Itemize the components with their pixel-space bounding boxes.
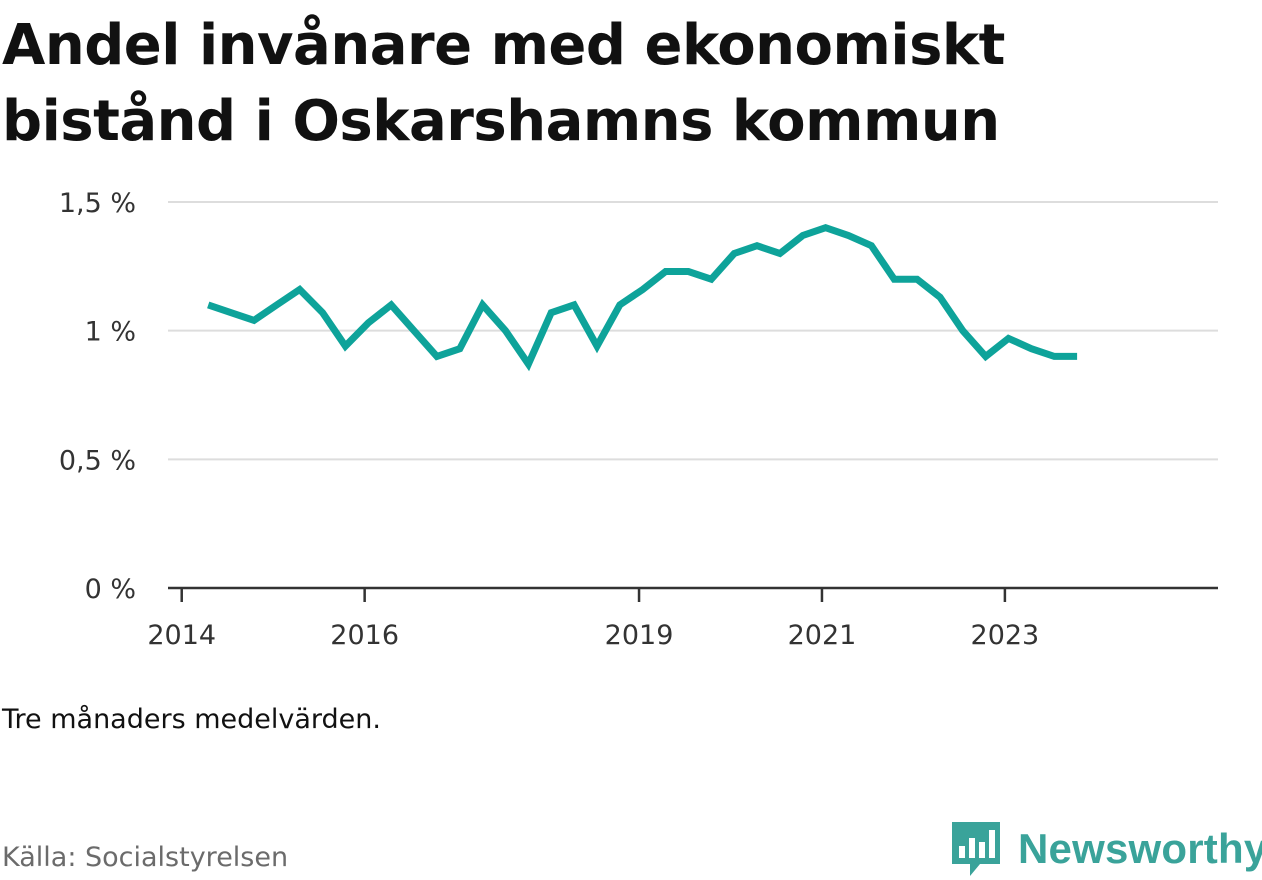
data-point — [365, 320, 371, 326]
data-point — [342, 343, 348, 349]
data-point — [571, 302, 577, 308]
chart-title: Andel invånare med ekonomiskt bistånd i … — [2, 13, 1005, 154]
brand-logo[interactable]: Newsworthy — [950, 818, 1262, 880]
series-line — [207, 224, 1078, 372]
data-point — [685, 268, 691, 274]
data-point — [983, 353, 989, 359]
data-point — [480, 302, 486, 308]
chart-note: Tre månaders medelvärden. — [2, 704, 381, 735]
data-point — [754, 243, 760, 249]
data-point — [205, 302, 211, 308]
x-tick-label: 2023 — [971, 620, 1040, 651]
data-point — [411, 328, 417, 334]
series-line-layer — [205, 224, 1080, 372]
x-tick-label: 2021 — [788, 620, 857, 651]
x-tick-label: 2014 — [147, 620, 216, 651]
data-point — [663, 268, 669, 274]
data-point — [1006, 335, 1012, 341]
y-tick-label: 1,5 % — [59, 188, 136, 219]
data-point — [1028, 346, 1034, 352]
x-axis — [168, 586, 1218, 602]
y-tick-label: 1 % — [85, 317, 136, 348]
y-tick-label: 0,5 % — [59, 445, 136, 476]
y-tick-labels: 0 % 0,5 % 1 % 1,5 % — [59, 188, 136, 605]
data-point — [1074, 353, 1080, 359]
data-point — [708, 276, 714, 282]
source-credit: Källa: Socialstyrelsen — [2, 842, 289, 873]
data-point — [1051, 353, 1057, 359]
data-point — [525, 361, 531, 367]
data-point — [914, 276, 920, 282]
data-point — [937, 294, 943, 300]
data-point — [823, 225, 829, 231]
line-chart: 0 % 0,5 % 1 % 1,5 % 2014 2016 2019 2021 2023 — [59, 188, 1218, 651]
data-point — [548, 310, 554, 316]
data-point — [457, 346, 463, 352]
data-point — [845, 232, 851, 238]
data-point — [434, 353, 440, 359]
data-point — [228, 310, 234, 316]
data-point — [868, 243, 874, 249]
brand-name: Newsworthy — [1018, 825, 1262, 872]
data-point — [891, 276, 897, 282]
data-point — [297, 286, 303, 292]
data-point — [251, 317, 257, 323]
data-point — [800, 232, 806, 238]
data-point — [594, 343, 600, 349]
data-point — [960, 328, 966, 334]
data-point — [274, 302, 280, 308]
y-tick-label: 0 % — [85, 574, 136, 605]
x-tick-labels: 2014 2016 2019 2021 2023 — [147, 620, 1039, 651]
data-point — [320, 310, 326, 316]
bar-chart-speech-bubble-icon — [952, 822, 1000, 876]
data-point — [388, 302, 394, 308]
data-point — [640, 286, 646, 292]
data-point — [731, 250, 737, 256]
data-point — [617, 302, 623, 308]
x-tick-label: 2016 — [330, 620, 399, 651]
data-point — [503, 328, 509, 334]
x-tick-label: 2019 — [605, 620, 674, 651]
data-point — [777, 250, 783, 256]
gridlines — [168, 201, 1218, 461]
